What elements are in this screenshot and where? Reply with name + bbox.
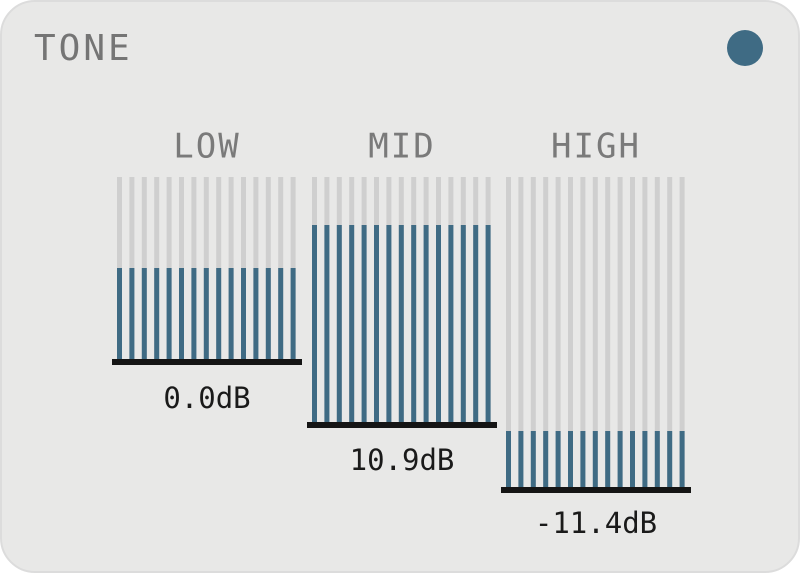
level-stripe (679, 431, 685, 490)
band[interactable]: HIGH -11.4dB (501, 127, 691, 541)
band-group: LOW 0.0dB MID 10.9dB HIGH -11.4dB (112, 127, 691, 541)
level-stripe (448, 225, 454, 425)
level-stripe (374, 225, 379, 425)
level-stripe (336, 225, 342, 425)
baseline (501, 487, 691, 493)
level-stripe (324, 225, 330, 425)
level-stripe (667, 431, 673, 490)
level-stripe (555, 431, 561, 490)
status-indicator[interactable] (727, 30, 763, 66)
level-stripe (361, 225, 367, 425)
band-label: HIGH (551, 127, 641, 167)
track-stripe (630, 177, 635, 490)
level-stripe (398, 225, 404, 425)
level-stripe (179, 268, 184, 362)
level-stripe (642, 431, 648, 490)
level-stripe (605, 431, 611, 490)
level-stripe (216, 268, 222, 362)
level-stripe (349, 225, 355, 425)
level-stripe (312, 225, 317, 425)
track-stripe (592, 177, 598, 490)
level-stripe (290, 268, 296, 362)
level-stripe (568, 431, 573, 490)
track-stripe (506, 177, 511, 490)
track-stripe (543, 177, 549, 490)
track-stripe (654, 177, 660, 490)
level-stripe (436, 225, 441, 425)
level-stripe (117, 268, 122, 362)
track-stripe (580, 177, 586, 490)
level-stripe (530, 431, 536, 490)
track-stripe (617, 177, 623, 490)
level-stripe (630, 431, 635, 490)
level-stripe (241, 268, 246, 362)
level-stripe (129, 268, 135, 362)
level-stripe (141, 268, 147, 362)
level-stripe (278, 268, 284, 362)
level-stripe (423, 225, 429, 425)
value-label: -11.4dB (535, 506, 657, 540)
band[interactable]: MID 10.9dB (307, 127, 497, 478)
level-stripe (617, 431, 623, 490)
level-stripe (154, 268, 160, 362)
value-label: 0.0dB (163, 381, 250, 415)
value-label: 10.9dB (350, 443, 455, 477)
level-stripe (253, 268, 259, 362)
level-stripe (460, 225, 466, 425)
baseline (112, 359, 302, 365)
level-stripe (203, 268, 209, 362)
band[interactable]: LOW 0.0dB (112, 127, 302, 416)
track-stripe (642, 177, 648, 490)
level-stripe (518, 431, 524, 490)
level-stripe (654, 431, 660, 490)
band-label: LOW (173, 127, 240, 167)
band-label: MID (368, 127, 435, 167)
track-stripe (530, 177, 536, 490)
level-stripe (485, 225, 491, 425)
track-stripe (555, 177, 561, 490)
level-stripe (191, 268, 197, 362)
level-stripe (543, 431, 549, 490)
level-stripe (580, 431, 586, 490)
track-stripe (568, 177, 573, 490)
track-stripe (518, 177, 524, 490)
track-stripe (667, 177, 673, 490)
widget-title: TONE (34, 28, 133, 69)
track-stripe (679, 177, 685, 490)
level-stripe (592, 431, 598, 490)
level-stripe (411, 225, 417, 425)
baseline (307, 422, 497, 428)
level-stripe (265, 268, 271, 362)
level-stripe (386, 225, 392, 425)
track-stripe (605, 177, 611, 490)
level-stripe (473, 225, 479, 425)
level-stripe (506, 431, 511, 490)
level-stripe (166, 268, 172, 362)
level-stripe (228, 268, 234, 362)
